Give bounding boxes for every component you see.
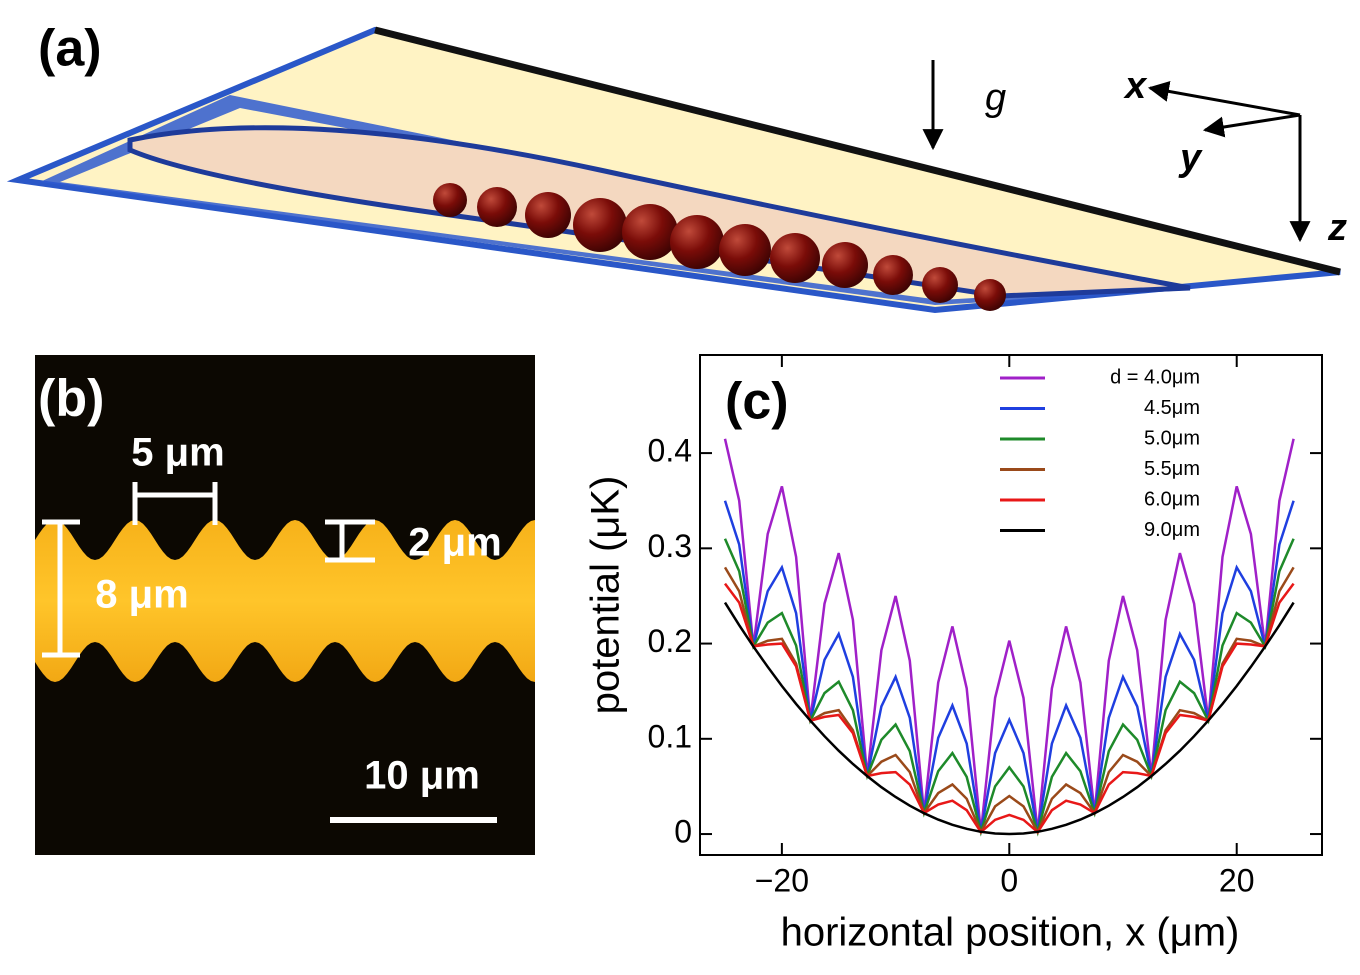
legend-label: 9.0μm (1144, 519, 1200, 541)
axis-label: x (1123, 65, 1148, 107)
droplet (573, 198, 627, 252)
droplet (822, 242, 868, 288)
legend-label: 5.5μm (1144, 458, 1200, 480)
data-line (723, 566, 1295, 835)
panel-b: 5 μm 2 μm 8 μm 10 μm (b) (35, 355, 535, 855)
x-tick-label: 20 (1219, 862, 1255, 898)
x-tick-label: 0 (1000, 862, 1018, 898)
scale-label: 10 μm (364, 754, 480, 798)
panel-label: (c) (725, 373, 789, 431)
y-tick-label: 0.4 (648, 433, 692, 469)
legend-label: 5.0μm (1144, 427, 1200, 449)
waveguide (35, 520, 535, 682)
annotations (42, 482, 375, 658)
depth-label: 2 μm (408, 521, 501, 565)
y-tick-label: 0.2 (648, 623, 692, 659)
x-axis-label: horizontal position, x (μm) (781, 911, 1240, 955)
panel-label: (a) (38, 20, 102, 78)
droplet (873, 255, 913, 295)
legend-label: 4.5μm (1144, 397, 1200, 419)
legend-label: d = 4.0μm (1110, 366, 1200, 388)
y-tick-label: 0 (674, 814, 692, 850)
axis-arrow (1147, 81, 1301, 117)
panel-label: (b) (38, 370, 104, 428)
gravity-label: g (985, 77, 1006, 119)
legend-label: 6.0μm (1144, 488, 1200, 510)
period-label: 5 μm (131, 431, 224, 475)
panel-c: (c) horizontal position, x (μm) potentia… (584, 354, 1323, 955)
droplet (922, 267, 958, 303)
droplet (622, 204, 678, 260)
width-label: 8 μm (95, 573, 188, 617)
droplet (670, 215, 724, 269)
data-line (723, 601, 1295, 836)
y-tick-label: 0.1 (648, 718, 692, 754)
data-line (723, 538, 1295, 837)
data-line (723, 438, 1295, 833)
axis-label: z (1327, 207, 1347, 249)
droplet (433, 183, 467, 217)
x-tick-label: −20 (755, 862, 809, 898)
droplet (974, 279, 1006, 311)
y-axis-label: potential (μK) (584, 476, 628, 715)
droplet (525, 192, 571, 238)
droplet (477, 187, 517, 227)
axis-arrow (1202, 113, 1301, 138)
droplet (719, 224, 771, 276)
y-tick-label: 0.3 (648, 528, 692, 564)
panel-a: g x y z (a) (6, 20, 1347, 314)
data-line (723, 500, 1295, 833)
droplet (770, 233, 820, 283)
slab-edge (374, 26, 1341, 276)
data-line (723, 582, 1295, 834)
axis-label: y (1178, 137, 1203, 179)
